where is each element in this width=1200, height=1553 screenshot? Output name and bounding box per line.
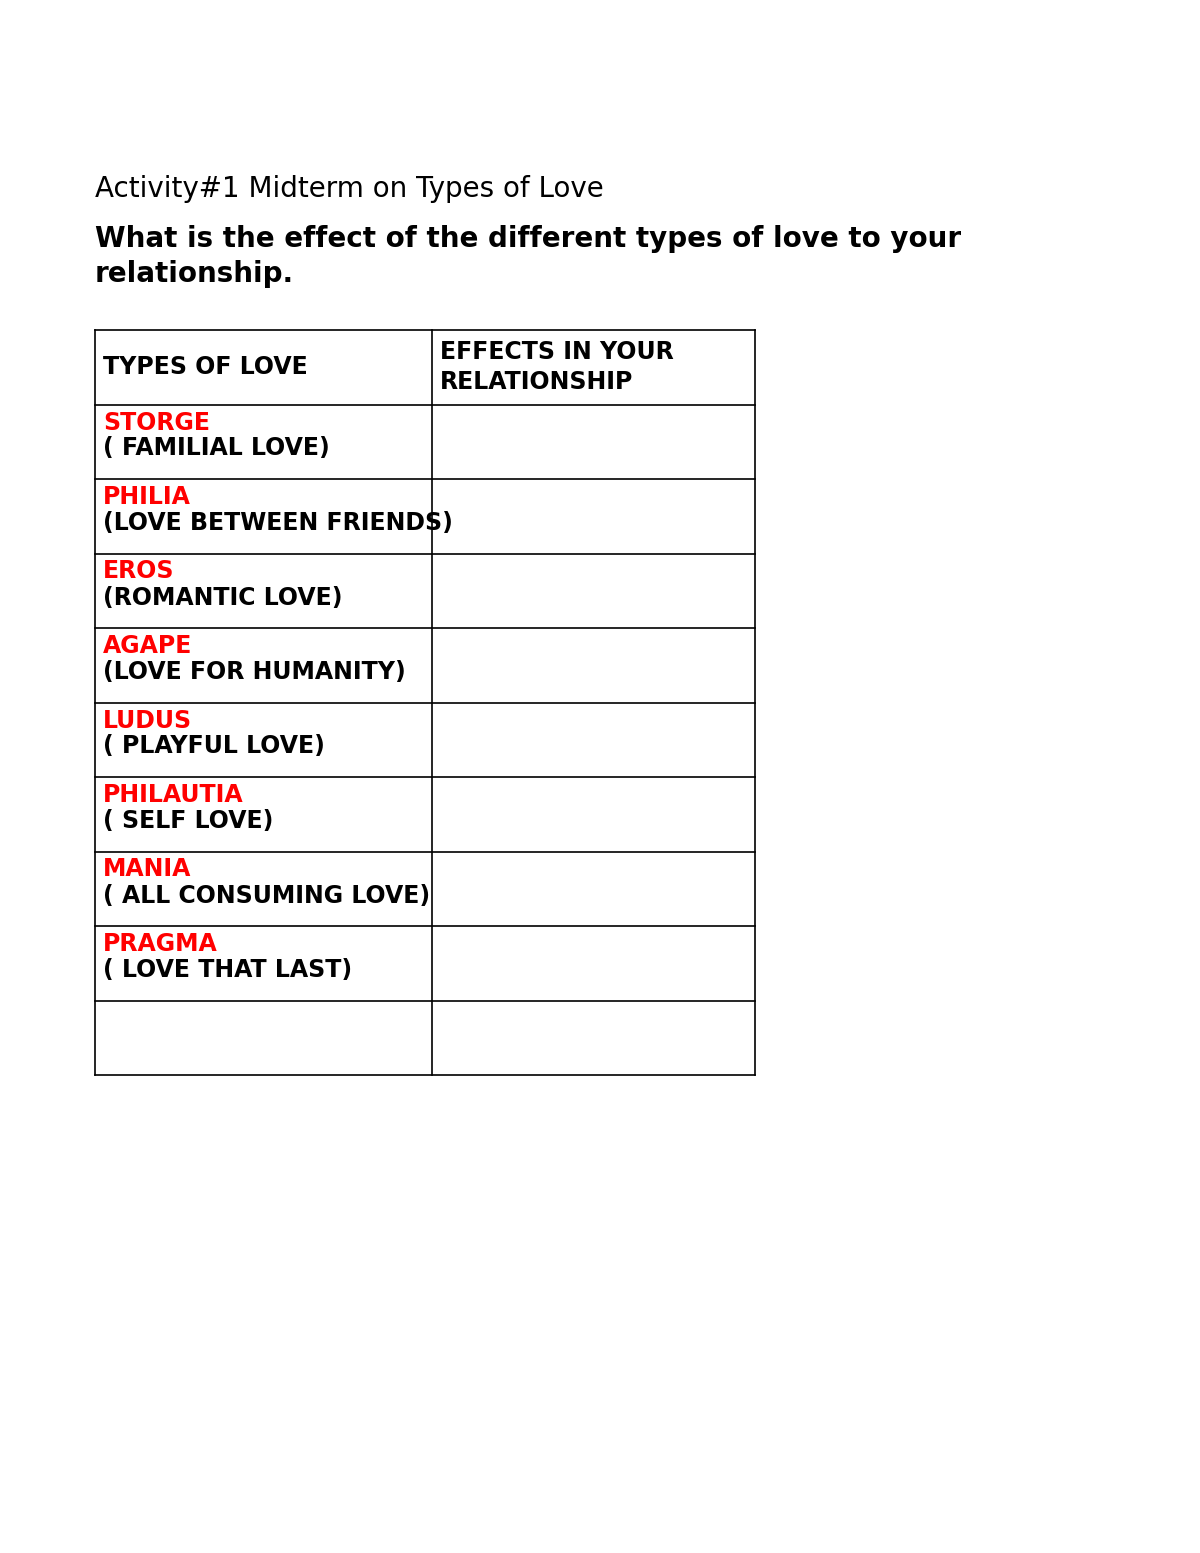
Text: Activity#1 Midterm on Types of Love: Activity#1 Midterm on Types of Love [95,175,604,203]
Text: ( FAMILIAL LOVE): ( FAMILIAL LOVE) [103,436,330,461]
Text: PHILIA: PHILIA [103,485,191,509]
Text: EROS: EROS [103,559,174,584]
Text: TYPES OF LOVE: TYPES OF LOVE [103,356,307,379]
Text: LUDUS: LUDUS [103,708,192,733]
Text: AGAPE: AGAPE [103,634,192,658]
Text: STORGE: STORGE [103,410,210,435]
Text: ( SELF LOVE): ( SELF LOVE) [103,809,274,832]
Text: MANIA: MANIA [103,857,191,882]
Text: ( PLAYFUL LOVE): ( PLAYFUL LOVE) [103,735,325,758]
Text: ( LOVE THAT LAST): ( LOVE THAT LAST) [103,958,352,981]
Text: (ROMANTIC LOVE): (ROMANTIC LOVE) [103,585,342,609]
Text: PRAGMA: PRAGMA [103,932,217,957]
Text: EFFECTS IN YOUR
RELATIONSHIP: EFFECTS IN YOUR RELATIONSHIP [440,340,673,394]
Text: (LOVE FOR HUMANITY): (LOVE FOR HUMANITY) [103,660,406,683]
Text: PHILAUTIA: PHILAUTIA [103,783,244,808]
Text: What is the effect of the different types of love to your
relationship.: What is the effect of the different type… [95,225,961,287]
Text: (LOVE BETWEEN FRIENDS): (LOVE BETWEEN FRIENDS) [103,511,452,534]
Text: ( ALL CONSUMING LOVE): ( ALL CONSUMING LOVE) [103,884,430,907]
